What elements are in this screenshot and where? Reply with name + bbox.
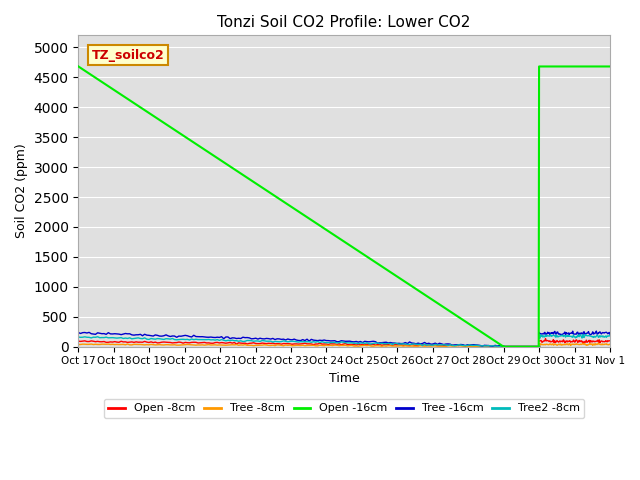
Text: TZ_soilco2: TZ_soilco2 bbox=[92, 48, 164, 62]
Title: Tonzi Soil CO2 Profile: Lower CO2: Tonzi Soil CO2 Profile: Lower CO2 bbox=[218, 15, 471, 30]
Legend: Open -8cm, Tree -8cm, Open -16cm, Tree -16cm, Tree2 -8cm: Open -8cm, Tree -8cm, Open -16cm, Tree -… bbox=[104, 399, 584, 418]
Y-axis label: Soil CO2 (ppm): Soil CO2 (ppm) bbox=[15, 144, 28, 239]
X-axis label: Time: Time bbox=[329, 372, 360, 385]
